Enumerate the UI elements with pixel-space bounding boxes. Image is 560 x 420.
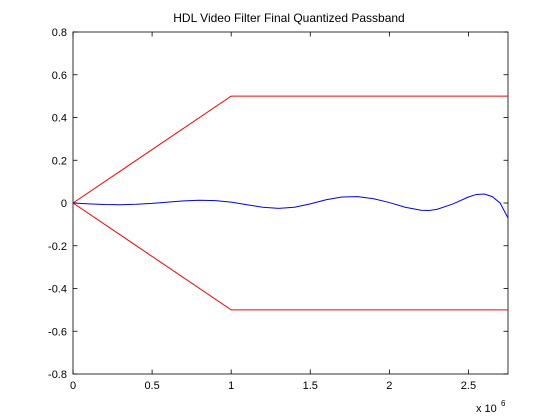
y-tick-label: 0.8: [52, 27, 67, 39]
x-tick-label: 1: [228, 380, 234, 392]
x-axis-exponent-power: 6: [501, 399, 506, 408]
chart-title: HDL Video Filter Final Quantized Passban…: [173, 11, 404, 25]
series-line-upper-bound: [72, 95, 508, 204]
y-tick-label: -0.4: [48, 284, 67, 296]
x-tick-label: 0.5: [144, 380, 159, 392]
x-tick-label: 1.5: [303, 380, 318, 392]
y-tick-label: 0.6: [52, 70, 67, 82]
y-tick-label: 0.4: [52, 113, 67, 125]
series-line-passband-response: [72, 193, 509, 219]
y-tick-label: -0.8: [48, 369, 67, 381]
series-layer: [72, 95, 509, 311]
x-axis: 0 0.5 1 1.5 2 2.5: [70, 32, 476, 392]
y-tick-label: -0.6: [48, 326, 67, 338]
x-tick-label: 2: [386, 380, 392, 392]
y-axis: 0.8 0.6 0.4 0.2 0 -0.2 -0.4 -0.6 -0.8: [48, 27, 508, 381]
plot-area: [72, 31, 509, 375]
y-tick-label: 0: [61, 198, 67, 210]
y-tick-label: 0.2: [52, 155, 67, 167]
x-tick-label: 0: [70, 380, 76, 392]
series-line-lower-bound: [72, 202, 508, 311]
x-tick-label: 2.5: [461, 380, 476, 392]
y-tick-label: -0.2: [48, 241, 67, 253]
x-axis-exponent-label: x 10: [476, 403, 497, 415]
